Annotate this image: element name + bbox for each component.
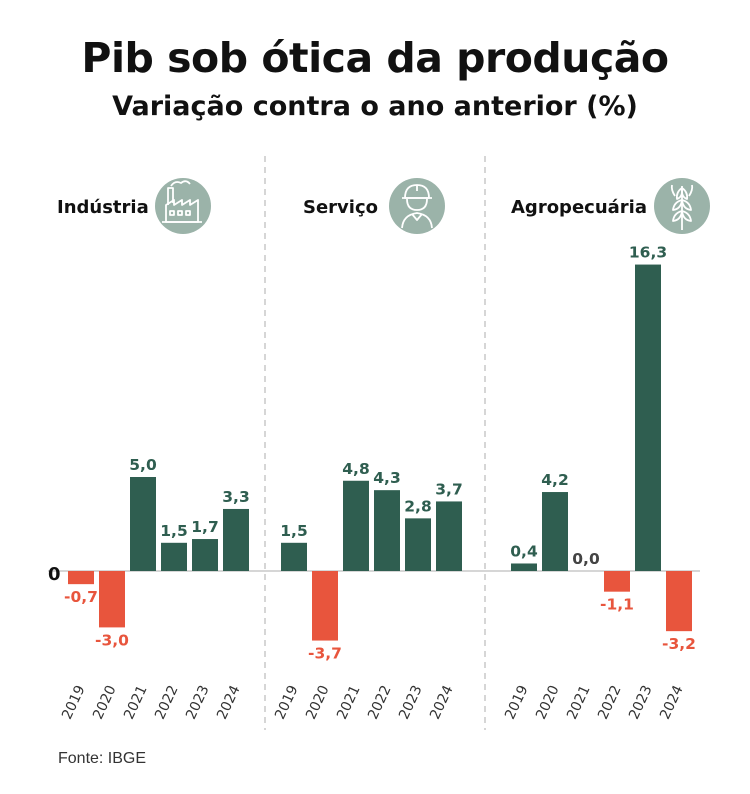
bar-0-2021 xyxy=(130,477,156,571)
value-label-2-2019: 0,4 xyxy=(510,542,538,560)
year-label-1-2022: 2022 xyxy=(365,683,395,722)
chart-title: Pib sob ótica da produção xyxy=(81,34,669,82)
bar-0-2024 xyxy=(223,508,249,571)
source-note: Fonte: IBGE xyxy=(58,750,147,767)
value-label-0-2023: 1,7 xyxy=(191,518,218,536)
bar-2-2022 xyxy=(604,571,630,592)
bar-2-2019 xyxy=(511,563,537,571)
bar-2-2020 xyxy=(542,492,568,571)
value-label-2-2023: 16,3 xyxy=(629,244,667,262)
chart-subtitle: Variação contra o ano anterior (%) xyxy=(112,91,638,122)
bar-0-2022 xyxy=(161,542,187,571)
value-label-2-2024: -3,2 xyxy=(662,635,696,653)
year-label-1-2024: 2024 xyxy=(427,683,457,722)
year-label-1-2019: 2019 xyxy=(272,683,302,722)
value-label-2-2020: 4,2 xyxy=(541,471,568,489)
value-label-1-2023: 2,8 xyxy=(404,497,431,515)
value-label-0-2020: -3,0 xyxy=(95,631,129,649)
value-label-0-2024: 3,3 xyxy=(222,488,249,506)
panel-title-servico: Serviço xyxy=(303,197,378,218)
bar-0-2020 xyxy=(99,571,125,628)
bar-1-2019 xyxy=(281,542,307,571)
zero-label: 0 xyxy=(48,564,61,585)
year-label-1-2023: 2023 xyxy=(396,683,426,722)
bar-0-2019 xyxy=(68,571,94,585)
year-label-2-2023: 2023 xyxy=(626,683,656,722)
year-label-2-2022: 2022 xyxy=(595,683,625,722)
bar-2-2024 xyxy=(666,571,692,632)
value-label-1-2019: 1,5 xyxy=(280,522,307,540)
year-label-2-2020: 2020 xyxy=(533,683,563,722)
wheat-icon xyxy=(654,178,710,234)
year-label-2-2019: 2019 xyxy=(502,683,532,722)
value-label-1-2021: 4,8 xyxy=(342,460,369,478)
bars-layer: -0,7 2019 -3,0 2020 5,0 2021 1,5 2022 1,7 2023 3,3… xyxy=(59,244,696,722)
value-label-0-2019: -0,7 xyxy=(64,588,98,606)
panel-title-agropecuaria: Agropecuária xyxy=(511,197,647,218)
bar-1-2024 xyxy=(436,501,462,571)
value-label-0-2021: 5,0 xyxy=(129,456,157,474)
value-label-2-2022: -1,1 xyxy=(600,596,634,614)
value-label-1-2022: 4,3 xyxy=(373,469,400,487)
bar-1-2020 xyxy=(312,571,338,641)
bar-1-2022 xyxy=(374,490,400,571)
value-label-1-2024: 3,7 xyxy=(435,480,462,498)
year-label-0-2020: 2020 xyxy=(90,683,120,722)
year-label-0-2023: 2023 xyxy=(183,683,213,722)
bar-0-2023 xyxy=(192,539,218,571)
year-label-2-2024: 2024 xyxy=(657,683,687,722)
worker-icon xyxy=(389,178,445,234)
bar-1-2023 xyxy=(405,518,431,571)
factory-icon xyxy=(155,178,211,234)
year-label-0-2024: 2024 xyxy=(214,683,244,722)
panel-title-industria: Indústria xyxy=(57,197,149,218)
value-label-1-2020: -3,7 xyxy=(308,645,342,663)
year-label-0-2021: 2021 xyxy=(121,683,151,722)
bar-1-2021 xyxy=(343,480,369,571)
value-label-0-2022: 1,5 xyxy=(160,522,187,540)
year-label-2-2021: 2021 xyxy=(564,683,594,722)
year-label-1-2021: 2021 xyxy=(334,683,364,722)
year-label-0-2019: 2019 xyxy=(59,683,89,722)
year-label-1-2020: 2020 xyxy=(303,683,333,722)
value-label-2-2021: 0,0 xyxy=(572,550,600,568)
bar-2-2023 xyxy=(635,264,661,571)
year-label-0-2022: 2022 xyxy=(152,683,182,722)
